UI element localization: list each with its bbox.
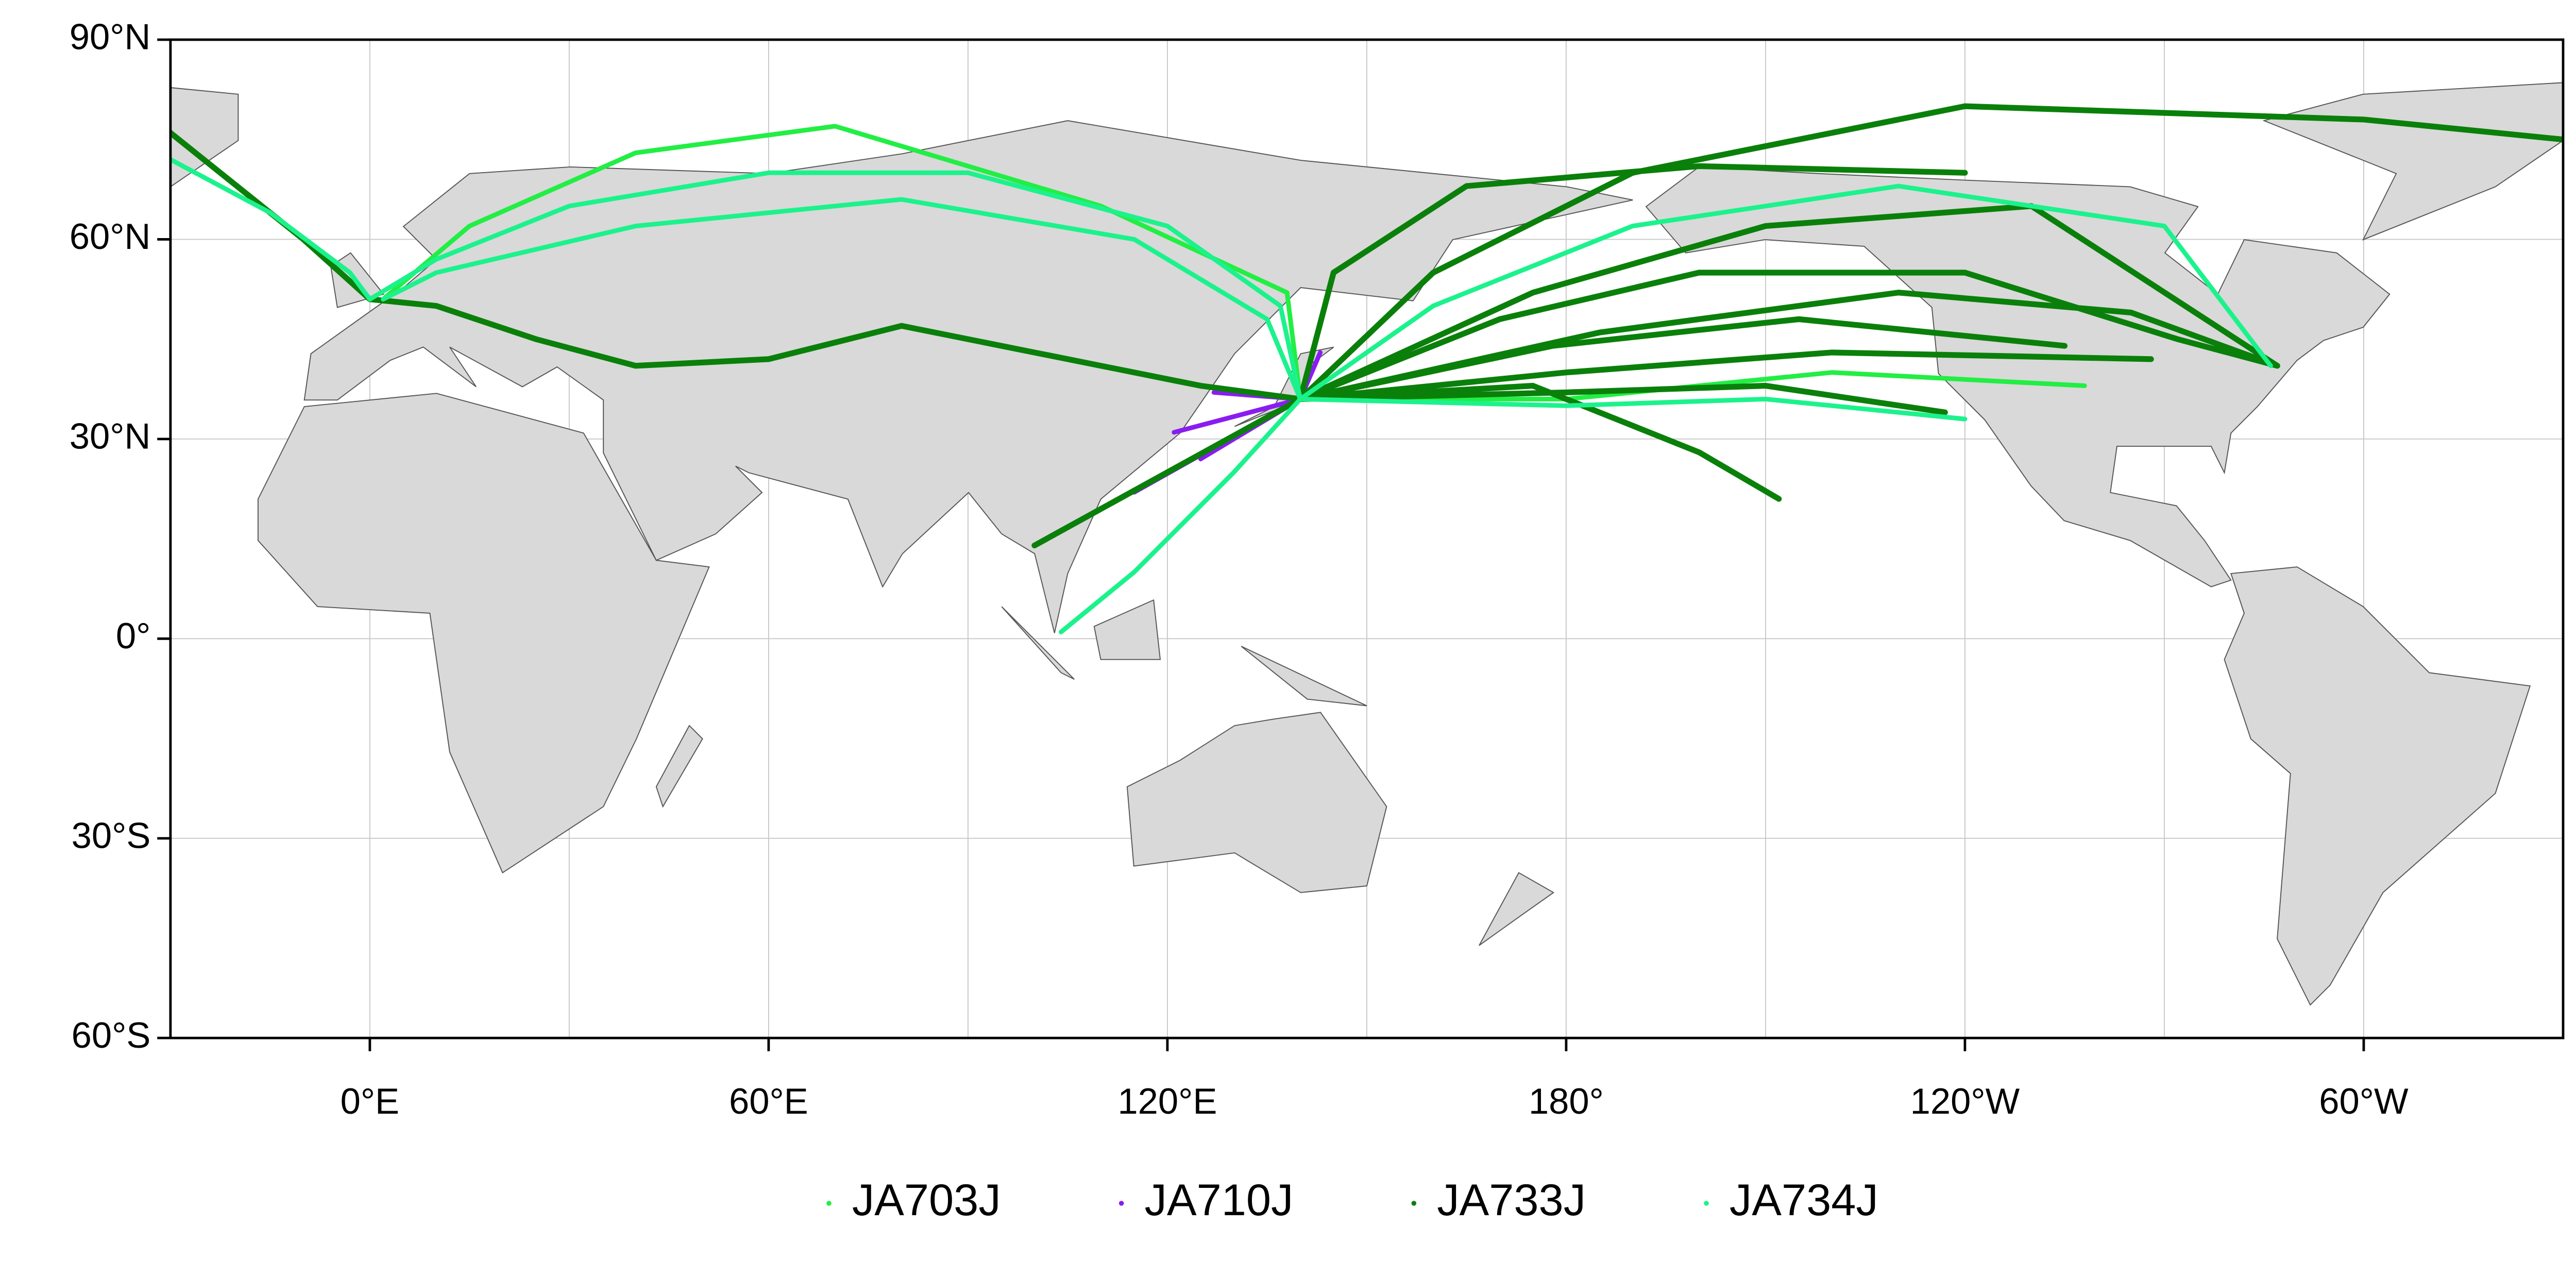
legend-label: JA734J xyxy=(1730,1176,1878,1225)
legend-marker xyxy=(826,1201,832,1206)
legend-marker xyxy=(1411,1201,1417,1206)
x-tick-label: 60°E xyxy=(729,1081,808,1121)
x-tick-label: 120°W xyxy=(1910,1081,2020,1121)
x-tick-label: 60°W xyxy=(2319,1081,2409,1121)
legend: JA703J JA710J JA733J JA734J xyxy=(826,1176,1878,1225)
south-america xyxy=(2224,566,2531,1006)
y-tick-label: 60°N xyxy=(70,216,151,257)
borneo xyxy=(1093,599,1161,660)
madagascar xyxy=(655,725,703,808)
x-tick-label: 0°E xyxy=(341,1081,400,1121)
legend-label: JA710J xyxy=(1145,1176,1294,1225)
axes: 0°E 60°E 120°E 180° 120°W 60°W 60°S 30°S 0° 30°N 6… xyxy=(70,16,2409,1121)
eurasia xyxy=(303,120,1633,633)
x-tick-label: 180° xyxy=(1529,1081,1604,1121)
new-zealand xyxy=(1479,872,1555,946)
new-guinea xyxy=(1241,646,1367,707)
sumatra xyxy=(1001,606,1075,680)
greenland xyxy=(2262,82,2563,241)
legend-label: JA733J xyxy=(1437,1176,1586,1225)
routes xyxy=(170,103,2563,634)
flight-route xyxy=(170,157,2273,634)
legend-marker xyxy=(1118,1201,1124,1206)
y-tick-label: 60°S xyxy=(72,1015,151,1055)
australia xyxy=(1126,712,1387,893)
legend-label: JA703J xyxy=(852,1176,1001,1225)
greenland-west xyxy=(170,87,239,188)
y-tick-label: 0° xyxy=(116,615,150,656)
land xyxy=(170,82,2563,1006)
x-tick-label: 120°E xyxy=(1117,1081,1217,1121)
frame xyxy=(169,38,2565,1039)
y-tick-label: 90°N xyxy=(70,16,151,57)
y-tick-label: 30°N xyxy=(70,415,151,456)
y-tick-label: 30°S xyxy=(72,815,151,855)
north-america xyxy=(1645,166,2391,587)
legend-marker xyxy=(1704,1201,1709,1206)
flight-route xyxy=(170,103,2563,549)
africa xyxy=(257,393,710,874)
